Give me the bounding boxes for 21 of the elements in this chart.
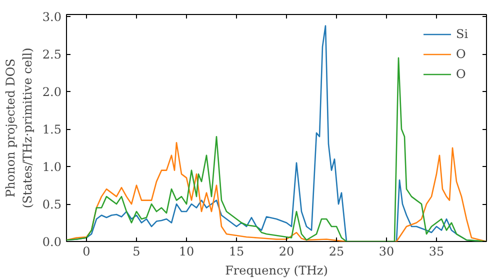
- legend-label: Si: [456, 27, 470, 41]
- x-tick-label: 0: [82, 244, 90, 258]
- legend-label: O: [456, 67, 467, 81]
- y-tick-label: 0.5: [42, 198, 62, 212]
- y-tick-label: 1.0: [42, 160, 62, 174]
- x-tick-label: 10: [178, 244, 194, 258]
- x-tick-label: 30: [378, 244, 394, 258]
- y-tick-label: 2.5: [42, 48, 62, 62]
- y-tick-label: 1.5: [42, 122, 62, 137]
- x-tick-label: 15: [228, 244, 244, 258]
- line-series: [66, 142, 486, 242]
- x-tick-label: 35: [428, 244, 444, 258]
- x-axis-title: Frequency (THz): [225, 264, 328, 278]
- y-tick-label: 0.0: [42, 235, 62, 249]
- x-tick-label: 5: [132, 244, 140, 258]
- y-tick-label: 2.0: [42, 85, 62, 100]
- y-tick-label: 3.0: [42, 10, 62, 24]
- y-axis-title: Phonon projected DOS (States/THz·primitive cell): [4, 48, 34, 208]
- x-tick-label: 25: [328, 244, 344, 258]
- legend-label: O: [456, 47, 467, 61]
- x-tick-label: 20: [278, 244, 294, 258]
